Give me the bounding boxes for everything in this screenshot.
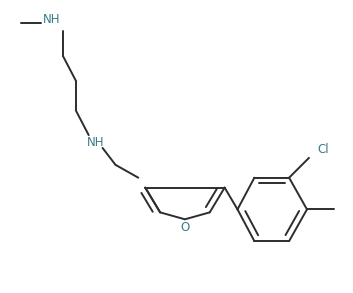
Text: O: O bbox=[180, 221, 190, 234]
Text: NH: NH bbox=[43, 13, 61, 26]
Text: NH: NH bbox=[87, 136, 104, 149]
Text: Cl: Cl bbox=[317, 144, 329, 156]
